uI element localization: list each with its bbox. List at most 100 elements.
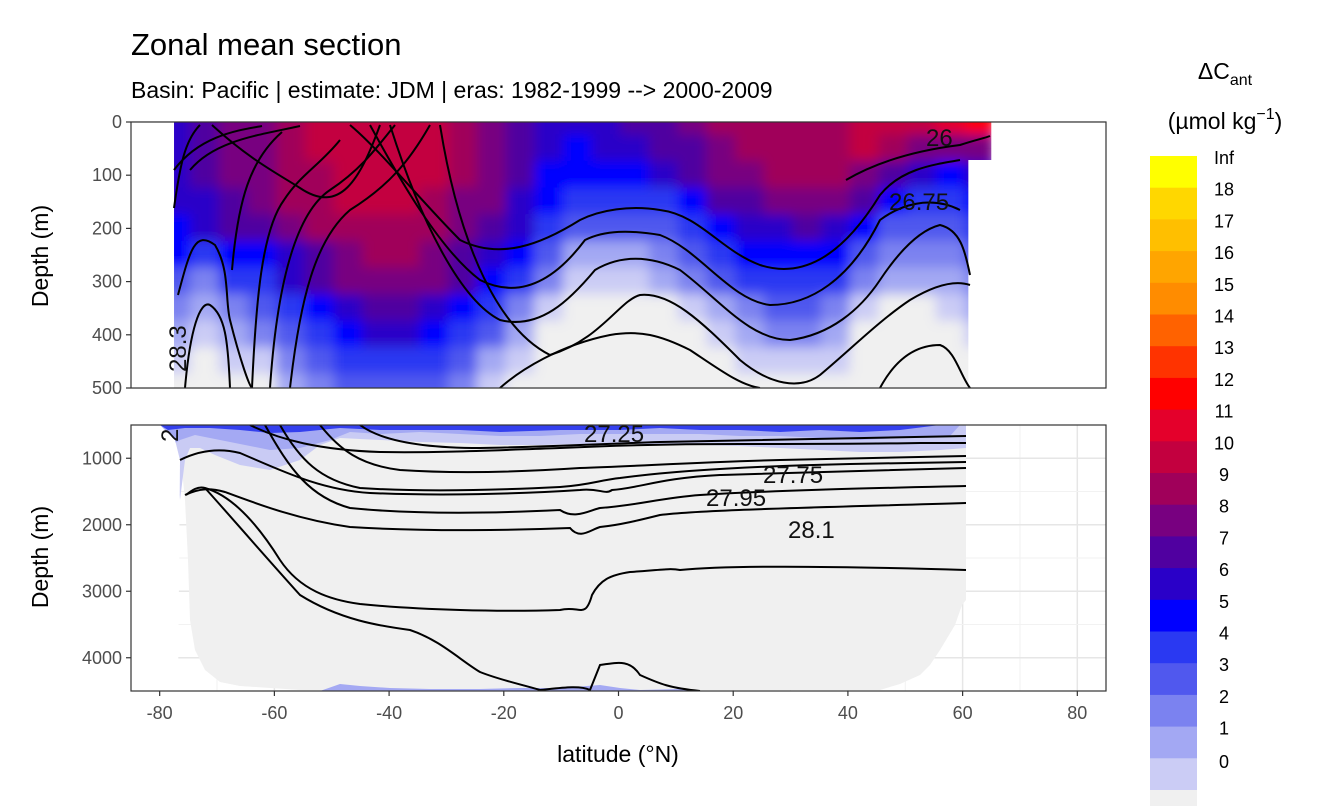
isopycnal-line xyxy=(231,131,283,271)
dcant-cell xyxy=(534,240,566,270)
dcant-cell xyxy=(649,347,680,376)
dcant-cell xyxy=(792,134,824,163)
dcant-cell xyxy=(620,373,652,388)
dcant-cell xyxy=(964,122,996,137)
x-tick-label: -40 xyxy=(376,703,402,723)
dcant-cell xyxy=(218,293,250,323)
isopycnal-line xyxy=(189,125,301,171)
dcant-cell xyxy=(563,240,594,270)
dcant-cell xyxy=(247,187,279,217)
dcant-cell xyxy=(677,373,709,388)
x-tick-label: 40 xyxy=(838,703,858,723)
dcant-cell xyxy=(677,122,709,137)
dcant-cell xyxy=(476,320,508,350)
dcant-cell xyxy=(190,293,221,323)
dcant-cell xyxy=(276,160,307,190)
dcant-cell xyxy=(620,347,652,376)
dcant-cell xyxy=(935,373,967,388)
legend-break-label: 12 xyxy=(1214,370,1234,390)
legend-break-label: 0 xyxy=(1219,752,1229,772)
y-tick-label: 300 xyxy=(92,272,122,292)
dcant-cell xyxy=(821,187,852,217)
dcant-cell xyxy=(763,267,795,296)
dcant-cell xyxy=(534,134,566,163)
dcant-cell xyxy=(620,267,652,296)
dcant-cell xyxy=(476,122,508,137)
chart-title: Zonal mean section xyxy=(131,27,402,62)
legend-unit-prefix: (µmol kg xyxy=(1168,108,1257,134)
dcant-cell xyxy=(534,187,566,217)
dcant-cell xyxy=(591,293,623,323)
dcant-cell xyxy=(649,187,680,217)
legend-color-swatch xyxy=(1150,473,1197,506)
legend-break-label: 2 xyxy=(1219,687,1229,707)
legend-color-swatch xyxy=(1150,599,1197,632)
dcant-cell xyxy=(333,134,365,163)
dcant-cell xyxy=(878,347,910,376)
legend-color-bar xyxy=(1150,156,1197,806)
dcant-cell xyxy=(505,320,537,350)
dcant-cell xyxy=(218,122,250,137)
deep-class-band xyxy=(160,425,940,433)
legend-break-label: 9 xyxy=(1219,465,1229,485)
dcant-cell xyxy=(878,214,910,243)
dcant-cell xyxy=(276,320,307,350)
legend-break-label: 18 xyxy=(1214,180,1234,200)
dcant-cell xyxy=(419,160,451,190)
dcant-cell xyxy=(304,214,336,243)
dcant-cell xyxy=(821,373,852,388)
dcant-cell xyxy=(763,320,795,350)
dcant-cell xyxy=(362,214,393,243)
dcant-cell xyxy=(792,160,824,190)
dcant-cell xyxy=(362,240,393,270)
dcant-cell xyxy=(763,187,795,217)
dcant-cell xyxy=(735,267,766,296)
dcant-cell xyxy=(362,347,393,376)
dcant-cell xyxy=(190,267,221,296)
legend-color-swatch xyxy=(1150,187,1197,220)
isopycnal-line xyxy=(184,303,231,388)
dcant-cell xyxy=(591,134,623,163)
isopycnal-line xyxy=(184,488,967,535)
dcant-cell xyxy=(620,160,652,190)
dcant-cell xyxy=(362,160,393,190)
dcant-cell xyxy=(792,320,824,350)
dcant-cell xyxy=(706,122,738,137)
chart-subtitle: Basin: Pacific | estimate: JDM | eras: 1… xyxy=(131,77,773,103)
dcant-cell xyxy=(821,267,852,296)
legend-title-main: ΔC xyxy=(1198,58,1230,84)
dcant-cell xyxy=(620,214,652,243)
dcant-cell xyxy=(907,373,938,388)
dcant-cell xyxy=(821,122,852,137)
dcant-cell xyxy=(620,240,652,270)
dcant-cell xyxy=(534,122,566,137)
dcant-cell xyxy=(190,347,221,376)
dcant-cell xyxy=(563,187,594,217)
dcant-cell xyxy=(333,373,365,388)
dcant-cell xyxy=(419,320,451,350)
dcant-cell xyxy=(476,214,508,243)
dcant-cell xyxy=(763,134,795,163)
y-tick-label: 1000 xyxy=(82,448,122,468)
dcant-cell xyxy=(878,320,910,350)
dcant-cell xyxy=(935,122,967,137)
x-axis-ticks: -80 -60 -40 -20 0 20 40 60 80 xyxy=(147,691,1087,723)
legend-color-swatch xyxy=(1150,631,1197,664)
legend-color-swatch xyxy=(1150,346,1197,379)
dcant-cell xyxy=(505,134,537,163)
dcant-cell xyxy=(247,267,279,296)
dcant-cell xyxy=(362,373,393,388)
legend-color-swatch xyxy=(1150,663,1197,696)
legend-break-label: 1 xyxy=(1219,719,1229,739)
dcant-cell xyxy=(448,320,479,350)
x-tick-label: 20 xyxy=(723,703,743,723)
dcant-cell xyxy=(591,122,623,137)
dcant-cell xyxy=(304,160,336,190)
isopycnal-line xyxy=(179,449,967,496)
dcant-cell xyxy=(735,187,766,217)
dcant-cell xyxy=(649,134,680,163)
dcant-cell xyxy=(362,187,393,217)
dcant-cell xyxy=(591,267,623,296)
dcant-cell xyxy=(620,122,652,137)
